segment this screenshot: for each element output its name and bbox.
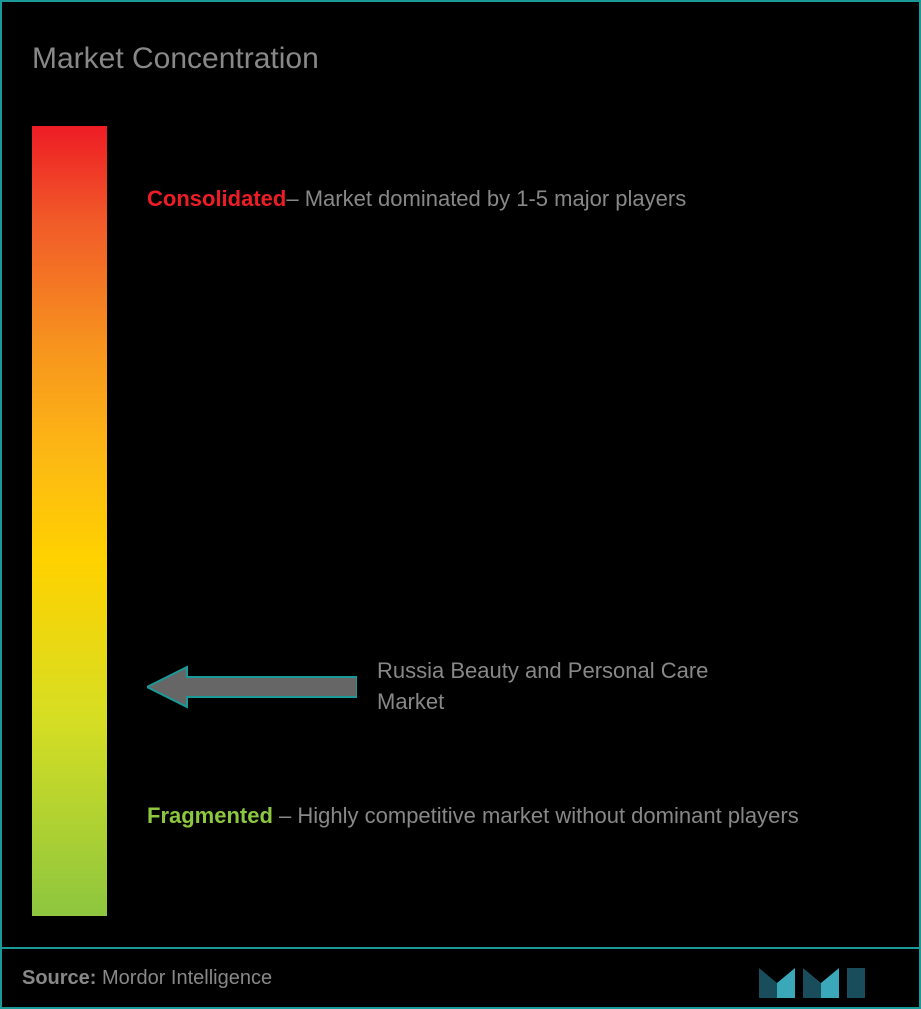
labels-area: Consolidated– Market dominated by 1-5 ma…	[107, 126, 889, 916]
market-indicator-row: Russia Beauty and Personal Care Market	[147, 656, 757, 718]
market-name: Russia Beauty and Personal Care Market	[377, 656, 757, 718]
source-name: Mordor Intelligence	[96, 967, 272, 989]
source-attribution: Source: Mordor Intelligence	[22, 967, 272, 990]
chart-title: Market Concentration	[32, 42, 889, 76]
left-arrow-icon	[147, 662, 357, 712]
consolidated-label-row: Consolidated– Market dominated by 1-5 ma…	[147, 181, 859, 216]
fragmented-description: – Highly competitive market without domi…	[273, 803, 799, 828]
source-label: Source:	[22, 967, 96, 989]
fragmented-label-row: Fragmented – Highly competitive market w…	[147, 796, 859, 836]
infographic-container: Market Concentration Consolidated– Marke…	[2, 2, 919, 1007]
mordor-logo-icon	[759, 958, 879, 998]
concentration-gradient-bar	[32, 126, 107, 916]
content-area: Consolidated– Market dominated by 1-5 ma…	[32, 126, 889, 916]
fragmented-keyword: Fragmented	[147, 803, 273, 828]
consolidated-keyword: Consolidated	[147, 186, 286, 211]
consolidated-description: – Market dominated by 1-5 major players	[286, 186, 686, 211]
footer: Source: Mordor Intelligence	[2, 947, 919, 1007]
